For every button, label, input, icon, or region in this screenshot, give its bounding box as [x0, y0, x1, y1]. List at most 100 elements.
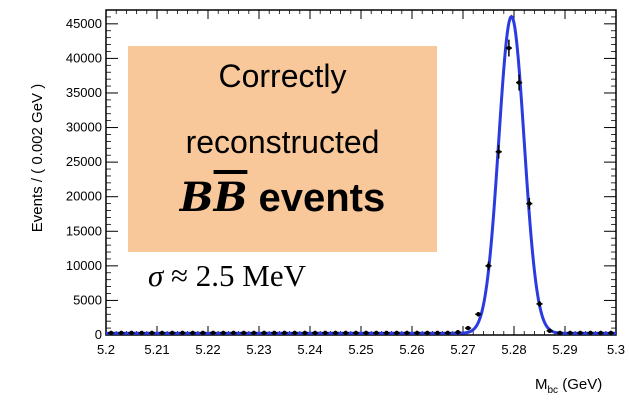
y-tick-label: 30000	[66, 120, 102, 135]
data-point	[414, 330, 421, 336]
x-axis-title-sub: bc	[547, 385, 559, 396]
x-tick-label: 5.27	[450, 342, 475, 357]
data-point-marker	[384, 330, 389, 336]
data-point-marker	[119, 330, 124, 336]
y-tick-label: 45000	[66, 16, 102, 31]
data-point-marker	[476, 312, 481, 317]
data-point	[189, 330, 196, 336]
data-point-marker	[578, 330, 583, 336]
data-point-marker	[435, 330, 440, 336]
data-point	[230, 330, 237, 336]
x-tick-label: 5.22	[195, 342, 220, 357]
data-point-marker	[425, 330, 430, 336]
data-point	[403, 330, 410, 336]
data-point	[138, 330, 145, 336]
data-point-marker	[496, 149, 501, 154]
data-point	[240, 330, 247, 336]
data-point-marker	[241, 330, 246, 336]
data-point	[495, 145, 502, 159]
data-point	[454, 330, 461, 335]
data-point-marker	[588, 330, 593, 336]
b-bar-symbol: B	[213, 174, 248, 221]
annotation-line-correctly: Correctly	[218, 58, 347, 94]
data-point	[169, 330, 176, 336]
data-point-marker	[221, 330, 226, 336]
data-point-marker	[445, 330, 450, 336]
data-point	[322, 330, 329, 336]
sigma-symbol: σ	[148, 258, 164, 293]
y-tick-label: 0	[95, 327, 102, 342]
data-point-marker	[190, 330, 195, 336]
data-point	[577, 330, 584, 336]
data-point	[301, 330, 308, 336]
data-point	[363, 330, 370, 336]
data-point	[383, 330, 390, 336]
data-point-marker	[537, 301, 542, 307]
y-tick-label: 5000	[73, 292, 102, 307]
annotation-box: Correctly reconstructed BB events	[128, 46, 437, 252]
data-point	[597, 330, 604, 336]
data-point	[332, 330, 339, 336]
data-point-marker	[343, 330, 348, 336]
data-point-marker	[527, 201, 532, 206]
data-point-marker	[486, 263, 491, 269]
annotation-line-events: BB events	[128, 174, 437, 221]
data-point-marker	[231, 330, 236, 336]
data-point	[516, 74, 523, 91]
data-point	[465, 325, 472, 331]
data-point-marker	[363, 330, 369, 336]
data-point	[199, 330, 206, 336]
data-point	[261, 330, 268, 336]
events-label: events	[247, 176, 386, 220]
data-point-marker	[598, 330, 603, 336]
data-point	[342, 330, 349, 336]
x-tick-label: 5.29	[552, 342, 577, 357]
x-axis-title-unit: (GeV)	[558, 376, 603, 393]
y-tick-label: 20000	[66, 189, 102, 204]
annotation-line-reconstructed: reconstructed	[185, 124, 380, 160]
data-point-marker	[516, 80, 522, 85]
data-point	[434, 330, 441, 336]
data-point	[444, 330, 451, 336]
x-axis-title-main: M	[535, 376, 548, 393]
x-tick-label: 5.28	[501, 342, 526, 357]
data-point	[281, 330, 288, 336]
data-point-marker	[180, 330, 185, 336]
data-point-marker	[608, 330, 614, 336]
data-point	[271, 330, 278, 336]
data-point	[108, 330, 115, 336]
axis-ticks	[105, 10, 617, 336]
x-axis-title: Mbc (GeV)	[535, 376, 602, 396]
data-points	[108, 39, 614, 336]
data-point-marker	[149, 330, 155, 336]
data-point-marker	[251, 330, 257, 336]
data-point	[210, 330, 217, 336]
data-point	[312, 330, 319, 336]
x-tick-label: 5.25	[348, 342, 373, 357]
data-point-marker	[353, 330, 359, 336]
data-point-marker	[557, 330, 563, 336]
data-point-marker	[282, 330, 287, 336]
data-point-marker	[404, 330, 410, 336]
data-point	[220, 330, 227, 336]
data-point	[485, 261, 492, 270]
data-point	[250, 330, 257, 336]
data-point-marker	[567, 330, 573, 336]
data-point-marker	[455, 330, 461, 335]
x-tick-label: 5.3	[607, 342, 625, 357]
data-point-marker	[170, 330, 175, 336]
data-point	[526, 197, 533, 210]
data-point-marker	[129, 330, 134, 336]
data-point	[159, 330, 166, 336]
data-point-marker	[312, 330, 318, 336]
x-tick-labels: 5.2 5.21 5.22 5.23 5.24 5.25 5.26 5.27 5.28 5.29 5…	[97, 342, 625, 357]
data-point	[179, 330, 186, 336]
x-tick-label: 5.2	[97, 342, 115, 357]
data-point-marker	[506, 45, 512, 51]
data-point-marker	[414, 330, 420, 336]
data-point	[546, 328, 553, 334]
data-point	[587, 330, 594, 336]
data-point-marker	[374, 330, 379, 336]
y-tick-label: 40000	[66, 50, 102, 65]
data-point-marker	[139, 330, 144, 336]
